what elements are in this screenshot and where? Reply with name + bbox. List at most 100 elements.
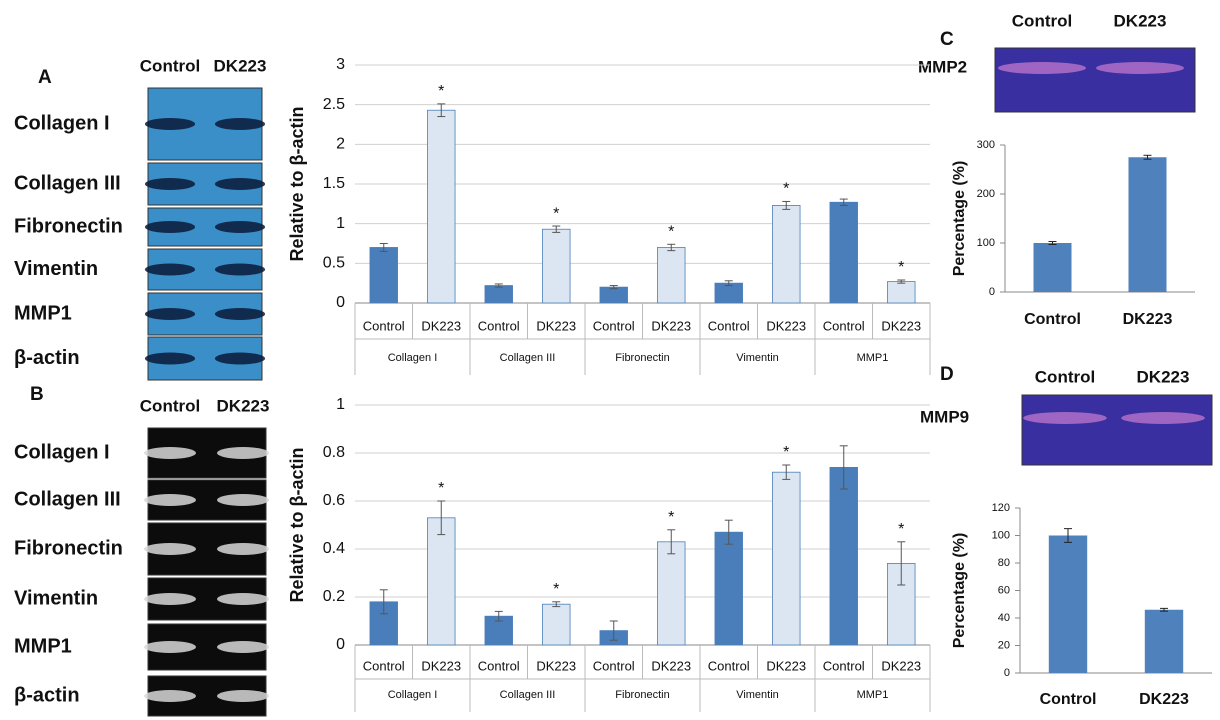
series-label: Control <box>823 658 865 673</box>
blot-row-label: Vimentin <box>14 258 98 280</box>
bar <box>542 228 571 304</box>
series-label: DK223 <box>536 658 576 673</box>
blot-band <box>214 178 266 190</box>
series-label: Control <box>478 658 520 673</box>
y-tick-label: 0.5 <box>323 255 345 272</box>
y-tick-label: 120 <box>992 502 1010 514</box>
y-axis-label: Relative to β-actin <box>287 447 307 602</box>
bar <box>1128 157 1167 292</box>
blot-row-label: β-actin <box>14 347 80 369</box>
y-tick-label: 0.4 <box>323 540 345 557</box>
blot-band <box>1096 62 1184 74</box>
y-tick-label: 40 <box>998 612 1010 624</box>
blot-band <box>217 641 269 653</box>
blot-row-label: Collagen I <box>14 441 110 463</box>
y-tick-label: 1 <box>336 396 345 413</box>
y-tick-label: 1 <box>336 215 345 232</box>
blot-row-label: Collagen III <box>14 488 121 510</box>
blot-band <box>144 118 196 130</box>
blot-band <box>214 118 266 130</box>
blot-column-label: DK223 <box>214 56 267 75</box>
blot-row-label: MMP1 <box>14 635 72 657</box>
y-tick-label: 20 <box>998 639 1010 651</box>
bar <box>714 282 743 304</box>
blot-band <box>144 494 196 506</box>
y-tick-label: 0.8 <box>323 444 345 461</box>
y-tick-label: 200 <box>977 188 995 200</box>
x-tick-label: DK223 <box>1139 691 1189 708</box>
bar <box>829 201 858 304</box>
significance-mark: * <box>438 480 444 497</box>
blot-column-label: DK223 <box>1114 11 1167 30</box>
blot-band <box>214 308 266 320</box>
blot-row-label: β-actin <box>14 684 80 706</box>
y-tick-label: 80 <box>998 557 1010 569</box>
panel-label: C <box>940 29 954 50</box>
category-label: MMP1 <box>857 689 889 701</box>
blot-band <box>144 593 196 605</box>
series-label: Control <box>363 658 405 673</box>
category-label: Fibronectin <box>615 352 669 364</box>
series-label: DK223 <box>766 658 806 673</box>
blot-band <box>217 690 269 702</box>
series-label: DK223 <box>651 658 691 673</box>
category-label: MMP1 <box>857 352 889 364</box>
x-tick-label: Control <box>1024 311 1081 328</box>
category-label: Collagen III <box>500 689 556 701</box>
series-label: Control <box>593 658 635 673</box>
blot-column-label: Control <box>1012 11 1072 30</box>
series-label: DK223 <box>421 658 461 673</box>
series-label: Control <box>478 318 520 333</box>
significance-mark: * <box>668 224 674 241</box>
y-tick-label: 0 <box>1004 667 1010 679</box>
series-label: Control <box>593 318 635 333</box>
y-tick-label: 0.2 <box>323 588 345 605</box>
y-axis-label: Percentage (%) <box>951 161 968 277</box>
series-label: Control <box>708 318 750 333</box>
blot-band <box>144 308 196 320</box>
blot-row-label: Collagen III <box>14 172 121 194</box>
y-axis-label: Relative to β-actin <box>287 106 307 261</box>
blot-band <box>214 352 266 365</box>
bar <box>829 466 858 646</box>
blot-band <box>144 263 196 276</box>
y-tick-label: 3 <box>336 56 345 73</box>
y-tick-label: 100 <box>992 529 1010 541</box>
y-tick-label: 0 <box>336 636 345 653</box>
y-tick-label: 300 <box>977 139 995 151</box>
series-label: Control <box>363 318 405 333</box>
blot-band <box>217 494 269 506</box>
blot-band <box>144 543 196 555</box>
category-label: Collagen I <box>388 689 438 701</box>
y-tick-label: 2 <box>336 136 345 153</box>
bar <box>542 603 571 646</box>
bar <box>1033 243 1072 292</box>
blot-row-label: MMP1 <box>14 302 72 324</box>
blot-row-label: Collagen I <box>14 112 110 134</box>
bar <box>484 285 513 304</box>
blot-band <box>144 641 196 653</box>
blot-band <box>144 352 196 365</box>
bar <box>772 471 801 646</box>
series-label: DK223 <box>421 318 461 333</box>
bar <box>1144 609 1184 673</box>
bar <box>427 517 456 646</box>
series-label: DK223 <box>766 318 806 333</box>
y-tick-label: 2.5 <box>323 96 345 113</box>
blot-column-label: DK223 <box>1137 367 1190 386</box>
panel-label: B <box>30 384 44 405</box>
blot-band <box>214 221 266 233</box>
category-label: Collagen III <box>500 352 556 364</box>
significance-mark: * <box>438 83 444 100</box>
x-tick-label: Control <box>1040 691 1097 708</box>
bar <box>714 531 743 646</box>
panel-label: D <box>940 364 954 385</box>
blot-column-label: Control <box>1035 367 1095 386</box>
significance-mark: * <box>783 444 789 461</box>
series-label: DK223 <box>536 318 576 333</box>
significance-mark: * <box>553 205 559 222</box>
blot-band <box>214 263 266 276</box>
blot-row-label: MMP2 <box>918 57 967 76</box>
bar <box>657 541 686 646</box>
